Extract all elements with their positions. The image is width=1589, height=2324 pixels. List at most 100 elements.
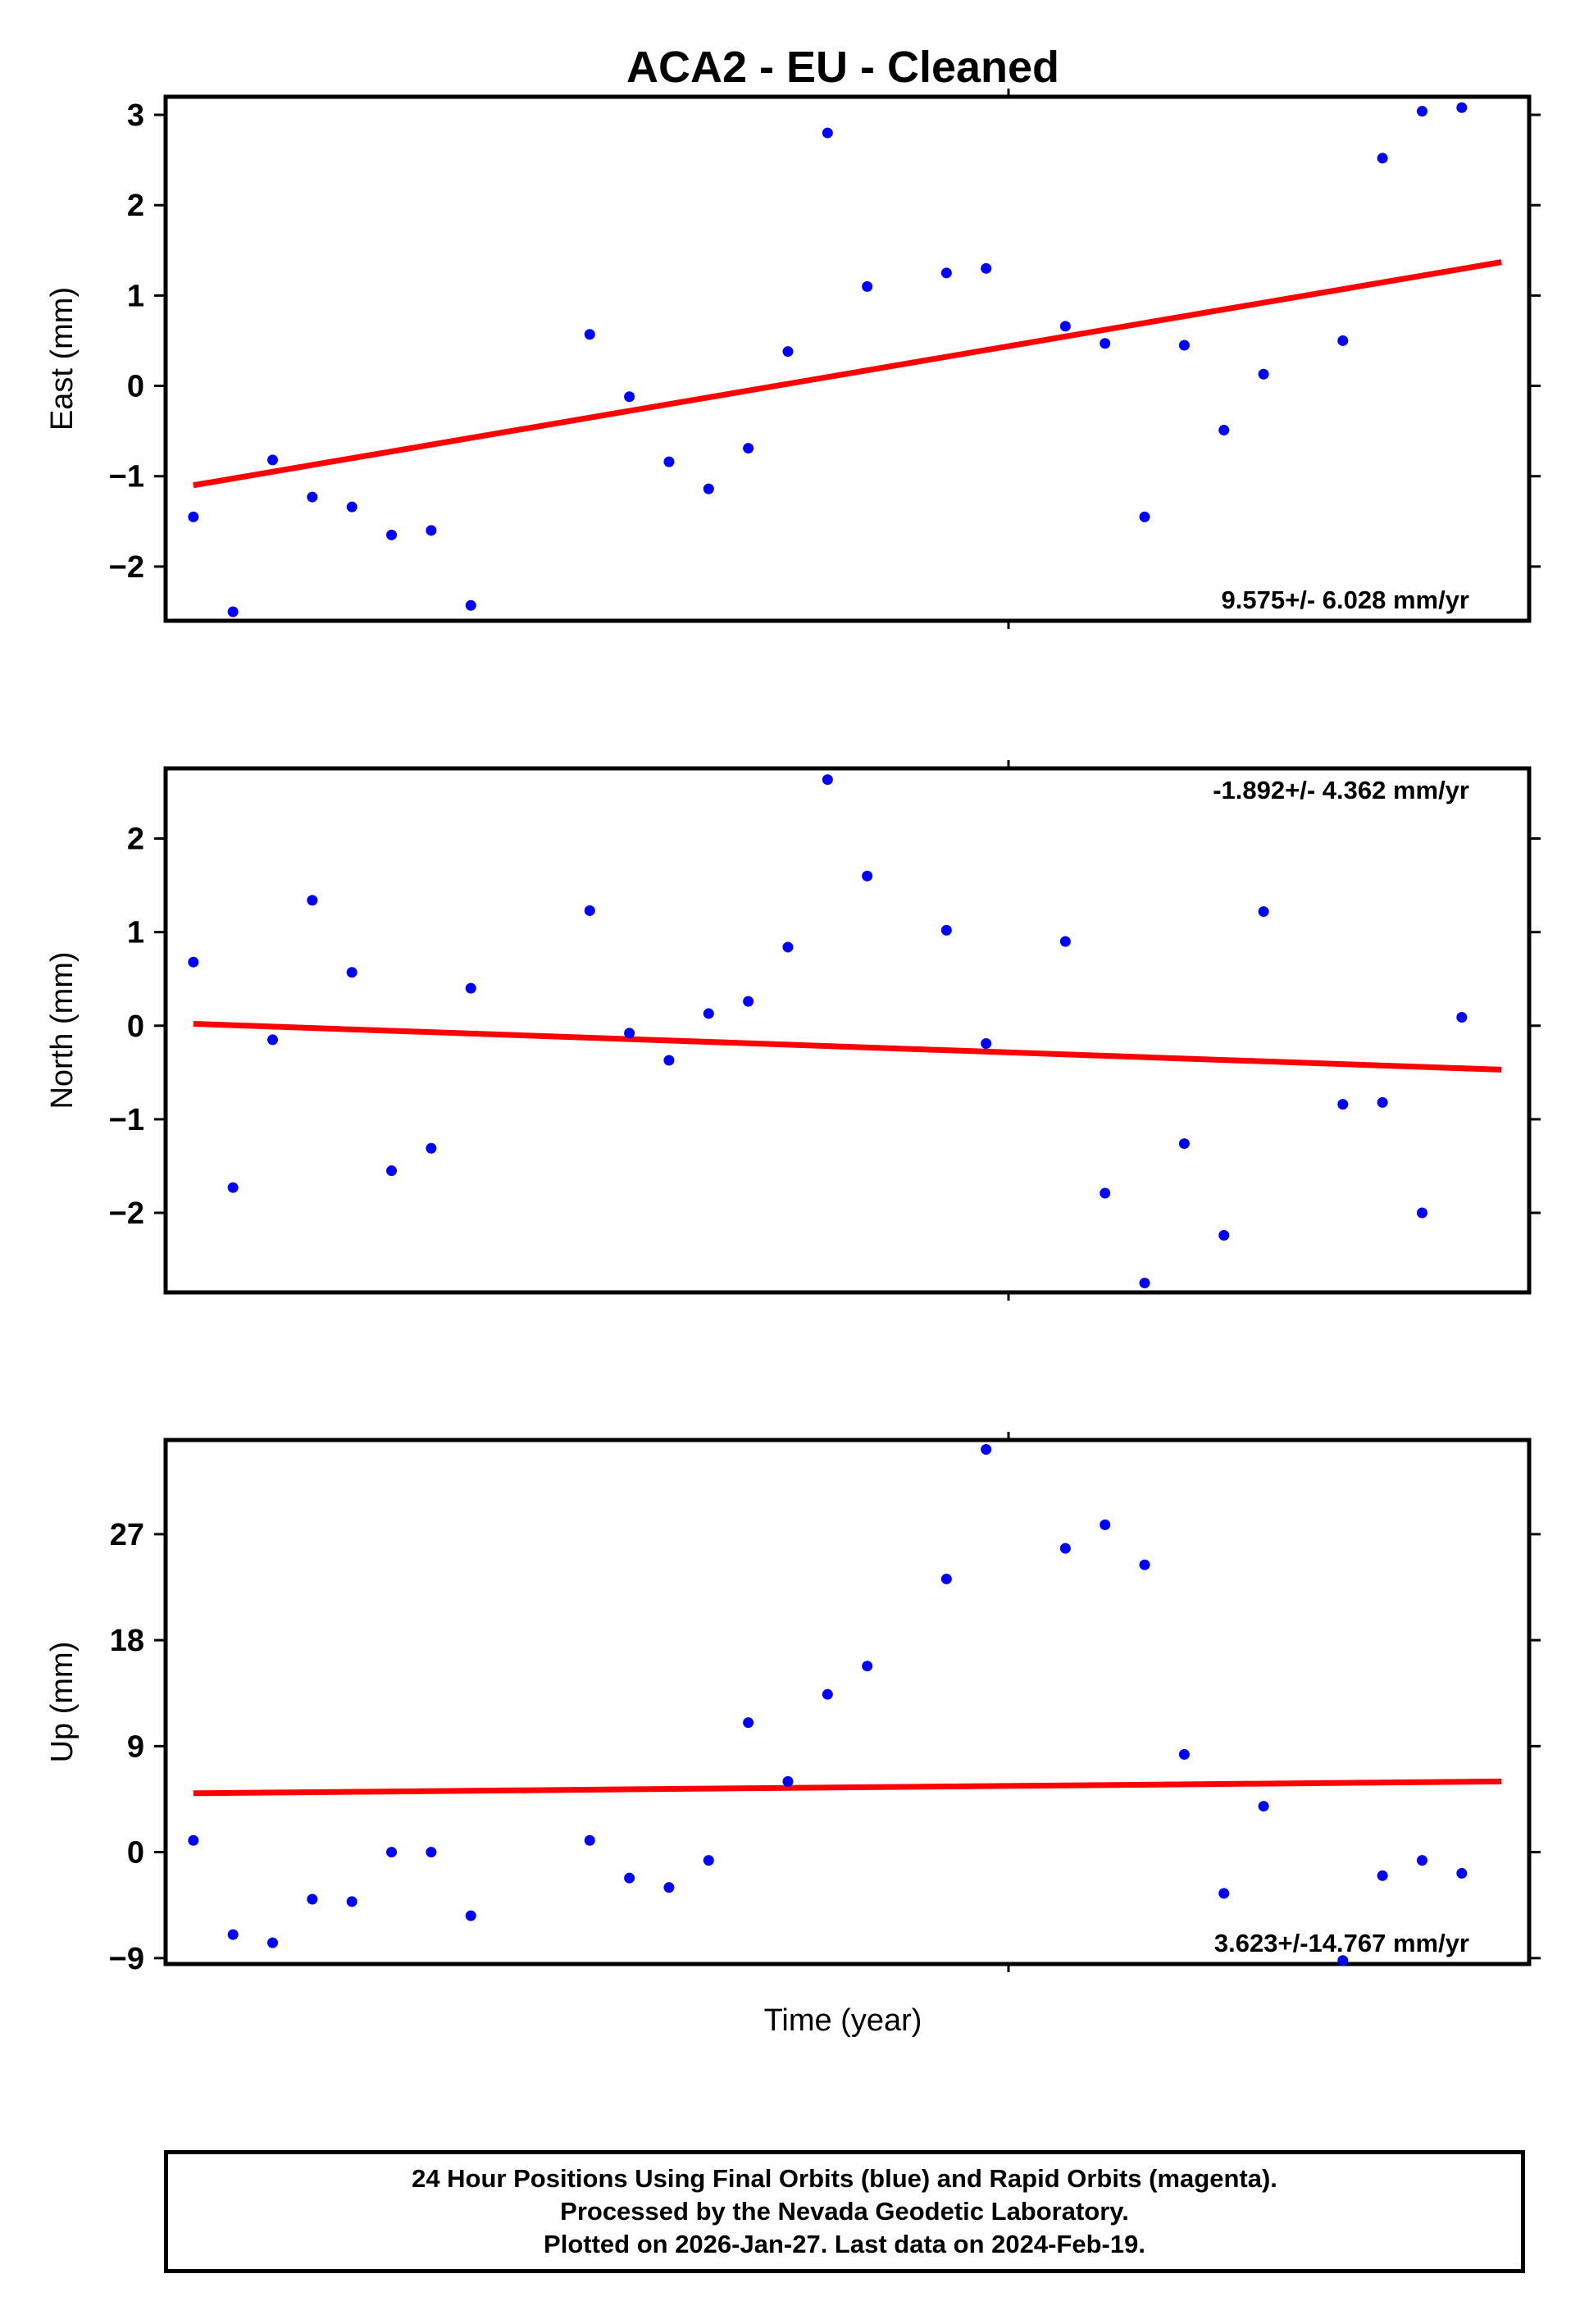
- east-y-tick-label: −2: [109, 550, 144, 585]
- east-data-point: [862, 280, 873, 292]
- up-data-point: [624, 1872, 635, 1884]
- north-y-axis-label: North (mm): [45, 951, 80, 1109]
- up-data-point: [386, 1847, 398, 1858]
- north-data-point: [346, 967, 357, 978]
- north-data-point: [624, 1028, 635, 1039]
- north-data-point: [386, 1165, 398, 1177]
- east-data-point: [584, 329, 595, 340]
- north-y-tick-label: 0: [127, 1009, 144, 1044]
- north-data-point: [227, 1182, 239, 1193]
- up-data-point: [307, 1893, 318, 1905]
- up-y-tick-label: 18: [110, 1624, 144, 1658]
- east-data-point: [624, 391, 635, 403]
- up-data-point: [743, 1717, 754, 1729]
- east-data-point: [227, 606, 239, 617]
- up-data-point: [346, 1896, 357, 1907]
- east-data-point: [465, 599, 476, 611]
- east-data-point: [743, 443, 754, 454]
- footer-line-2: Processed by the Nevada Geodetic Laborat…: [560, 2197, 1129, 2226]
- north-data-point: [1337, 1099, 1349, 1110]
- up-data-point: [1059, 1542, 1071, 1554]
- north-rate-label: -1.892+/- 4.362 mm/yr: [1213, 776, 1469, 804]
- east-data-point: [346, 501, 357, 513]
- east-data-point: [267, 454, 279, 466]
- north-y-tick-label: −2: [109, 1196, 144, 1231]
- up-data-point: [981, 1443, 992, 1455]
- north-plot-frame: [163, 766, 1532, 1295]
- up-plot-frame: [163, 1438, 1532, 1966]
- north-data-point: [584, 905, 595, 916]
- east-y-tick-label: 0: [127, 370, 144, 404]
- north-data-point: [862, 870, 873, 882]
- north-data-point: [188, 956, 199, 968]
- east-data-point: [782, 346, 794, 358]
- up-rate-label: 3.623+/-14.767 mm/yr: [1214, 1929, 1469, 1957]
- north-trend-line: [193, 1021, 1502, 1073]
- east-data-point: [703, 483, 714, 494]
- north-data-point: [743, 996, 754, 1007]
- north-data-point: [940, 924, 952, 936]
- up-data-point: [267, 1937, 279, 1948]
- chart-title: ACA2 - EU - Cleaned: [626, 43, 1059, 92]
- north-data-point: [1100, 1187, 1111, 1199]
- east-y-tick-label: 3: [127, 98, 144, 133]
- north-data-point: [663, 1055, 675, 1066]
- east-y-axis-label: East (mm): [45, 287, 80, 431]
- north-y-tick-label: 2: [127, 823, 144, 857]
- east-data-point: [307, 491, 318, 503]
- east-data-point: [188, 511, 199, 522]
- east-data-point: [1377, 153, 1388, 164]
- north-data-point: [981, 1037, 992, 1049]
- east-data-point: [1258, 368, 1269, 380]
- up-y-tick-label: −9: [109, 1942, 144, 1976]
- north-data-point: [1377, 1096, 1388, 1108]
- up-data-point: [1416, 1855, 1427, 1866]
- east-data-point: [822, 127, 833, 139]
- north-data-point: [1218, 1229, 1230, 1241]
- east-data-point: [426, 525, 437, 536]
- up-data-point: [426, 1847, 437, 1858]
- up-y-tick-label: 27: [110, 1518, 144, 1552]
- footer-line-3: Plotted on 2026-Jan-27. Last data on 202…: [544, 2230, 1145, 2258]
- up-y-tick-label: 9: [127, 1729, 144, 1764]
- up-data-point: [940, 1573, 952, 1584]
- footer-box: 24 Hour Positions Using Final Orbits (bl…: [164, 2150, 1525, 2273]
- north-data-point: [1059, 936, 1071, 947]
- north-data-point: [782, 941, 794, 953]
- east-data-point: [981, 262, 992, 274]
- north-y-tick-label: 1: [127, 916, 144, 950]
- north-data-point: [1178, 1138, 1190, 1150]
- up-trend-line: [193, 1778, 1502, 1797]
- up-data-point: [584, 1834, 595, 1846]
- east-data-point: [1059, 321, 1071, 332]
- north-data-point: [426, 1142, 437, 1154]
- east-trend-line: [193, 259, 1502, 489]
- east-y-tick-label: 2: [127, 189, 144, 223]
- up-data-point: [227, 1929, 239, 1940]
- up-data-point: [1258, 1801, 1269, 1812]
- up-data-point: [782, 1775, 794, 1787]
- east-y-tick-label: −1: [109, 460, 144, 494]
- north-data-point: [1139, 1278, 1150, 1289]
- up-data-point: [1178, 1748, 1190, 1760]
- north-data-point: [1456, 1012, 1468, 1023]
- up-data-point: [862, 1661, 873, 1672]
- east-data-point: [1178, 339, 1190, 351]
- east-y-tick-label: 1: [127, 279, 144, 313]
- up-data-point: [822, 1688, 833, 1700]
- up-data-point: [1456, 1867, 1468, 1879]
- east-data-point: [1416, 106, 1427, 117]
- north-data-point: [703, 1008, 714, 1019]
- north-y-tick-label: −1: [109, 1103, 144, 1137]
- east-data-point: [663, 456, 675, 467]
- east-data-point: [386, 529, 398, 540]
- north-data-point: [267, 1034, 279, 1046]
- up-y-axis-label: Up (mm): [45, 1642, 80, 1763]
- up-data-point: [1377, 1870, 1388, 1881]
- up-data-point: [1100, 1519, 1111, 1530]
- east-data-point: [1218, 425, 1230, 436]
- north-data-point: [1416, 1207, 1427, 1219]
- up-data-point: [188, 1834, 199, 1846]
- up-data-point: [465, 1910, 476, 1921]
